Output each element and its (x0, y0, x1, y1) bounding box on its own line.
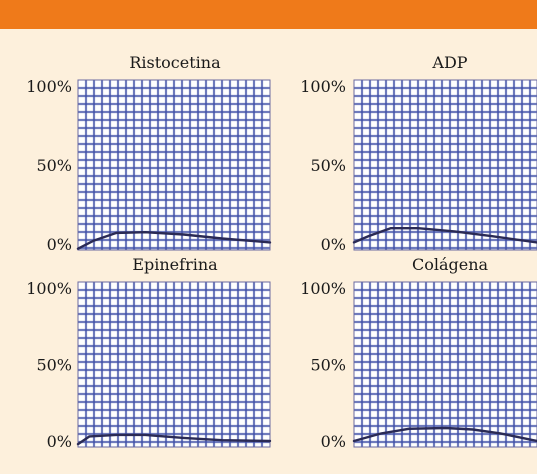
y-tick-label: 0% (321, 235, 346, 254)
panel-title: Epinefrina (132, 255, 218, 274)
y-tick-label: 100% (26, 77, 72, 96)
y-tick-label: 0% (47, 432, 72, 451)
chart-panel-3: Epinefrina 100% 50% 0% (26, 255, 272, 451)
plot-frame (353, 281, 537, 448)
series-line (76, 433, 272, 446)
y-tick-label: 50% (36, 356, 72, 375)
panel-title: Ristocetina (129, 53, 221, 72)
top-banner (0, 0, 537, 29)
y-tick-label: 100% (300, 77, 346, 96)
chart-panel-1: Ristocetina 100% 50% 0% (26, 53, 272, 254)
banner-gap (0, 29, 537, 43)
plot-frame (353, 79, 537, 251)
chart-panel-4: Colágena 100% 50% 0% (300, 255, 537, 451)
panel-title: Colágena (412, 255, 489, 274)
y-tick-label: 0% (321, 432, 346, 451)
series-line (352, 226, 537, 244)
plot-frame (77, 79, 271, 251)
y-tick-label: 50% (310, 156, 346, 175)
panel-title: ADP (431, 53, 467, 72)
y-tick-label: 100% (26, 279, 72, 298)
plot-frame (77, 281, 271, 448)
y-tick-label: 100% (300, 279, 346, 298)
series-line (352, 426, 537, 443)
chart-panel-2: ADP 100% 50% 0% (300, 53, 537, 254)
y-tick-label: 50% (310, 356, 346, 375)
series-line (76, 230, 272, 250)
y-tick-label: 0% (47, 235, 72, 254)
y-tick-label: 50% (36, 156, 72, 175)
